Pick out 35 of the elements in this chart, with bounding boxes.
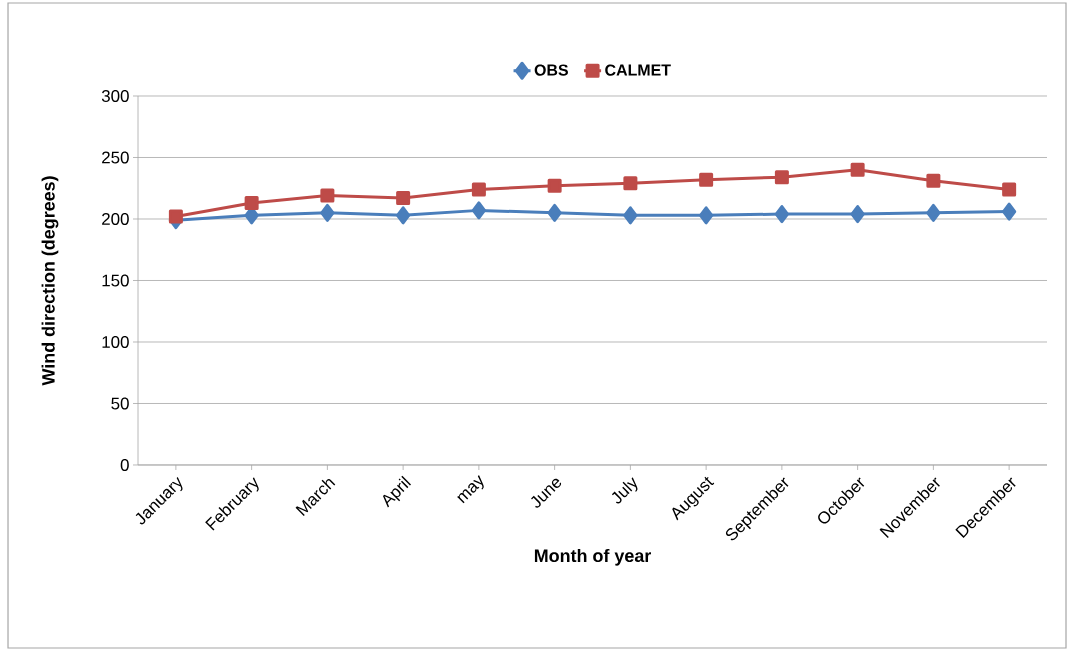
point xyxy=(396,206,411,225)
point xyxy=(471,182,486,197)
y-tick-label: 200 xyxy=(102,212,129,225)
legend-label: CALMET xyxy=(605,64,671,76)
point xyxy=(926,173,941,188)
x-axis-title: Month of year xyxy=(534,548,652,566)
x-tick-label: July xyxy=(611,477,638,504)
point xyxy=(623,176,638,191)
point xyxy=(774,170,789,185)
point xyxy=(320,188,335,203)
point xyxy=(168,209,183,224)
point xyxy=(547,203,562,222)
point xyxy=(699,172,714,187)
y-tick-label: 0 xyxy=(120,458,129,471)
point xyxy=(244,195,259,210)
y-tick-label: 250 xyxy=(102,151,129,164)
y-axis-title: Wind direction (degrees) xyxy=(41,176,59,386)
point xyxy=(547,178,562,193)
y-tick-label: 300 xyxy=(101,89,129,102)
point xyxy=(1002,182,1017,197)
point xyxy=(396,191,411,206)
y-tick-label: 100 xyxy=(102,335,129,348)
point xyxy=(623,206,638,225)
point xyxy=(1002,202,1017,221)
y-tick-label: 150 xyxy=(102,274,129,287)
point xyxy=(850,205,865,224)
point xyxy=(471,201,487,220)
point xyxy=(926,203,941,222)
legend-label: OBS xyxy=(534,64,568,76)
x-tick-label: may xyxy=(457,475,484,504)
point xyxy=(774,205,790,224)
y-tick-label: 50 xyxy=(111,397,129,410)
point xyxy=(320,203,335,222)
point xyxy=(850,162,865,177)
point xyxy=(699,206,714,225)
